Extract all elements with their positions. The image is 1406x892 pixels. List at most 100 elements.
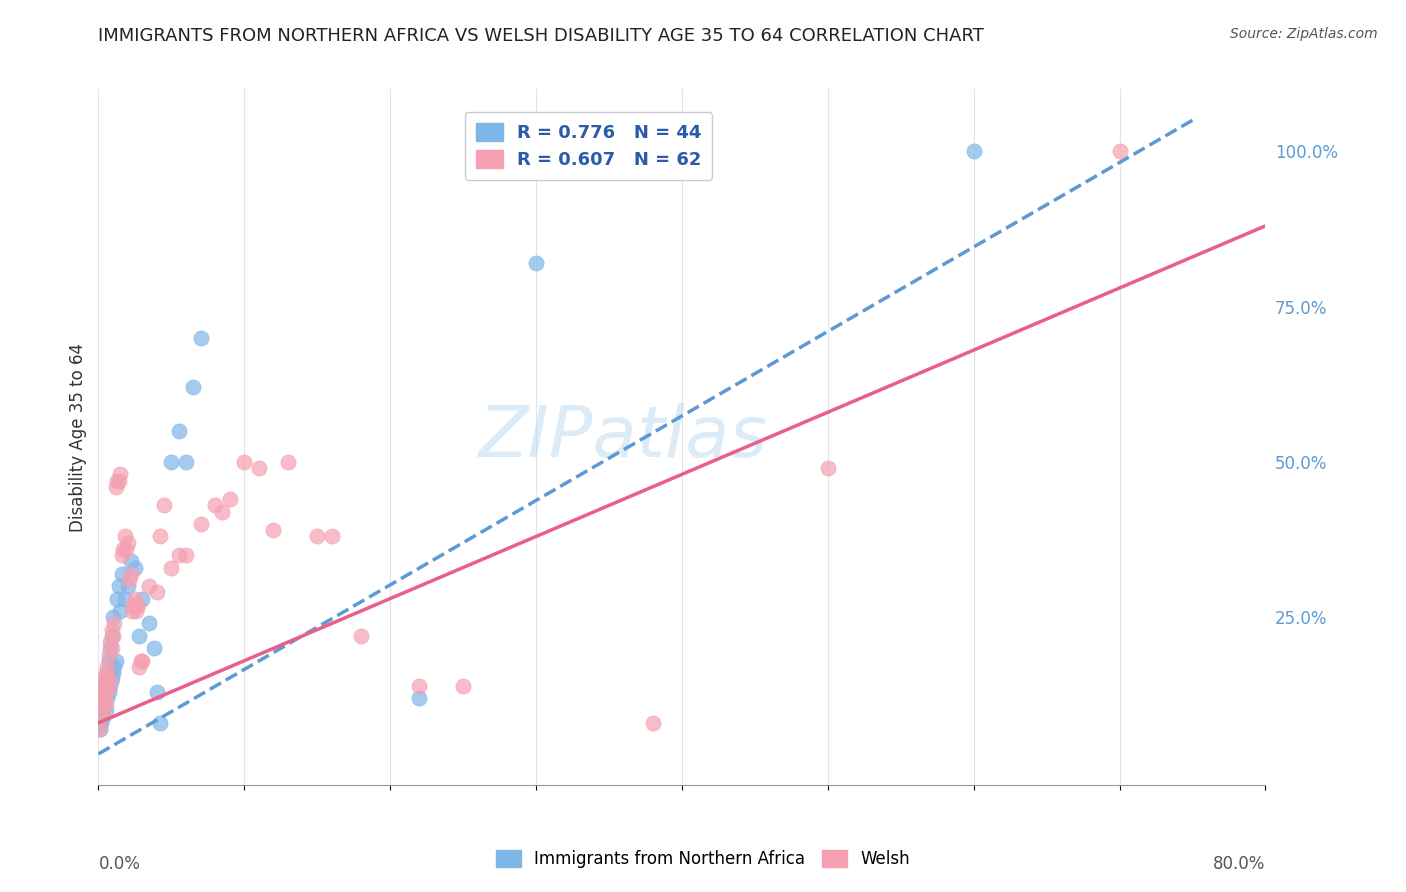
Point bbox=[100, 673, 122, 687]
Point bbox=[101, 629, 124, 643]
Point bbox=[90, 709, 112, 723]
Point bbox=[146, 685, 169, 699]
Point bbox=[211, 505, 233, 519]
Point bbox=[120, 566, 142, 581]
Point bbox=[91, 703, 114, 717]
Point bbox=[233, 455, 256, 469]
Point bbox=[98, 673, 121, 687]
Point bbox=[174, 455, 197, 469]
Point bbox=[89, 722, 111, 736]
Point bbox=[110, 467, 132, 482]
Point bbox=[204, 499, 226, 513]
Point bbox=[98, 635, 121, 649]
Point bbox=[100, 629, 122, 643]
Point bbox=[97, 685, 120, 699]
Point bbox=[105, 591, 128, 606]
Point bbox=[111, 548, 134, 562]
Point bbox=[127, 598, 149, 612]
Point bbox=[90, 685, 112, 699]
Point bbox=[149, 529, 172, 543]
Point bbox=[160, 560, 183, 574]
Point bbox=[160, 455, 183, 469]
Point bbox=[108, 474, 131, 488]
Point bbox=[190, 331, 212, 345]
Point bbox=[98, 679, 121, 693]
Point bbox=[101, 610, 124, 624]
Point bbox=[105, 474, 128, 488]
Point bbox=[89, 722, 111, 736]
Text: ZIPatlas: ZIPatlas bbox=[479, 402, 768, 472]
Point bbox=[118, 573, 141, 587]
Point bbox=[108, 579, 131, 593]
Point bbox=[138, 616, 160, 631]
Point bbox=[117, 579, 139, 593]
Point bbox=[97, 648, 120, 662]
Point bbox=[96, 660, 118, 674]
Point bbox=[181, 380, 204, 394]
Point bbox=[131, 591, 153, 606]
Point bbox=[89, 703, 111, 717]
Point bbox=[91, 685, 114, 699]
Point bbox=[962, 145, 984, 159]
Point bbox=[104, 654, 127, 668]
Point bbox=[167, 424, 190, 438]
Point bbox=[111, 566, 134, 581]
Point bbox=[131, 654, 153, 668]
Point bbox=[89, 697, 111, 711]
Point bbox=[142, 641, 165, 656]
Point bbox=[149, 715, 172, 730]
Point bbox=[190, 516, 212, 531]
Point bbox=[91, 709, 114, 723]
Point bbox=[128, 660, 150, 674]
Text: Source: ZipAtlas.com: Source: ZipAtlas.com bbox=[1230, 27, 1378, 41]
Text: IMMIGRANTS FROM NORTHERN AFRICA VS WELSH DISABILITY AGE 35 TO 64 CORRELATION CHA: IMMIGRANTS FROM NORTHERN AFRICA VS WELSH… bbox=[98, 27, 984, 45]
Point bbox=[117, 535, 139, 549]
Point bbox=[122, 598, 145, 612]
Point bbox=[96, 690, 118, 705]
Point bbox=[262, 523, 284, 537]
Point bbox=[91, 679, 114, 693]
Point bbox=[524, 256, 547, 270]
Point bbox=[153, 499, 176, 513]
Point bbox=[408, 690, 430, 705]
Point bbox=[103, 616, 125, 631]
Point bbox=[146, 585, 169, 599]
Point bbox=[96, 685, 118, 699]
Text: 0.0%: 0.0% bbox=[98, 855, 141, 872]
Point bbox=[125, 604, 148, 618]
Point bbox=[128, 629, 150, 643]
Point bbox=[114, 591, 136, 606]
Point bbox=[104, 480, 127, 494]
Point bbox=[321, 529, 343, 543]
Point bbox=[94, 673, 117, 687]
Point bbox=[94, 703, 117, 717]
Point bbox=[138, 579, 160, 593]
Point bbox=[110, 604, 132, 618]
Point bbox=[94, 697, 117, 711]
Point bbox=[90, 690, 112, 705]
Point bbox=[218, 492, 240, 507]
Point bbox=[277, 455, 299, 469]
Point bbox=[124, 560, 146, 574]
Legend: Immigrants from Northern Africa, Welsh: Immigrants from Northern Africa, Welsh bbox=[489, 843, 917, 875]
Point bbox=[93, 673, 115, 687]
Point bbox=[167, 548, 190, 562]
Point bbox=[93, 690, 115, 705]
Point bbox=[129, 654, 152, 668]
Point bbox=[408, 679, 430, 693]
Point bbox=[98, 641, 121, 656]
Point bbox=[114, 529, 136, 543]
Point bbox=[97, 679, 120, 693]
Point bbox=[93, 679, 115, 693]
Point bbox=[93, 697, 115, 711]
Point bbox=[120, 554, 142, 568]
Point bbox=[112, 541, 135, 556]
Point bbox=[94, 666, 117, 681]
Point bbox=[90, 715, 112, 730]
Point bbox=[100, 641, 122, 656]
Point bbox=[115, 541, 138, 556]
Point bbox=[124, 591, 146, 606]
Point bbox=[451, 679, 474, 693]
Legend: R = 0.776   N = 44, R = 0.607   N = 62: R = 0.776 N = 44, R = 0.607 N = 62 bbox=[465, 112, 713, 179]
Point bbox=[121, 604, 143, 618]
